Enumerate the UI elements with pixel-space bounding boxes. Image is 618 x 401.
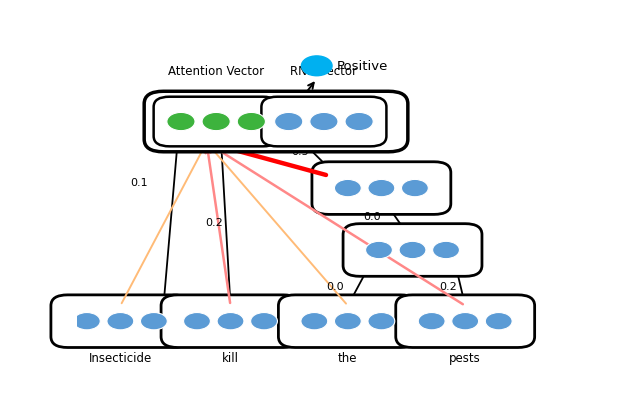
Text: Insecticide: Insecticide bbox=[89, 351, 152, 364]
Text: the: the bbox=[338, 351, 358, 364]
FancyBboxPatch shape bbox=[154, 97, 279, 147]
Circle shape bbox=[418, 313, 445, 330]
Circle shape bbox=[402, 180, 428, 197]
Circle shape bbox=[274, 113, 303, 131]
Circle shape bbox=[485, 313, 512, 330]
Text: 0.2: 0.2 bbox=[439, 282, 457, 292]
FancyBboxPatch shape bbox=[312, 162, 451, 215]
Circle shape bbox=[366, 242, 392, 259]
Circle shape bbox=[452, 313, 478, 330]
Circle shape bbox=[334, 313, 362, 330]
FancyBboxPatch shape bbox=[261, 97, 386, 147]
FancyBboxPatch shape bbox=[144, 92, 408, 152]
Circle shape bbox=[167, 113, 195, 131]
Circle shape bbox=[310, 113, 338, 131]
Circle shape bbox=[107, 313, 133, 330]
Circle shape bbox=[399, 242, 426, 259]
FancyBboxPatch shape bbox=[51, 295, 190, 348]
Text: 0.0: 0.0 bbox=[326, 282, 344, 292]
Circle shape bbox=[345, 113, 373, 131]
Circle shape bbox=[334, 180, 362, 197]
Text: 0.5: 0.5 bbox=[291, 147, 309, 156]
Circle shape bbox=[74, 313, 100, 330]
Text: RNN Vector: RNN Vector bbox=[290, 65, 357, 78]
Circle shape bbox=[368, 180, 395, 197]
Text: Positive: Positive bbox=[337, 60, 388, 73]
Circle shape bbox=[140, 313, 167, 330]
FancyBboxPatch shape bbox=[396, 295, 535, 348]
Circle shape bbox=[237, 113, 265, 131]
Text: kill: kill bbox=[222, 351, 239, 364]
Circle shape bbox=[302, 57, 332, 77]
Text: Attention Vector: Attention Vector bbox=[168, 65, 265, 78]
Text: 0.1: 0.1 bbox=[130, 178, 148, 187]
Text: 0.0: 0.0 bbox=[363, 211, 381, 221]
Text: pests: pests bbox=[449, 351, 481, 364]
Circle shape bbox=[251, 313, 277, 330]
Circle shape bbox=[301, 313, 328, 330]
FancyBboxPatch shape bbox=[343, 224, 482, 277]
Circle shape bbox=[217, 313, 244, 330]
FancyBboxPatch shape bbox=[161, 295, 300, 348]
FancyBboxPatch shape bbox=[278, 295, 417, 348]
Circle shape bbox=[368, 313, 395, 330]
Text: 0.2: 0.2 bbox=[205, 218, 222, 227]
Circle shape bbox=[202, 113, 231, 131]
Circle shape bbox=[184, 313, 210, 330]
Circle shape bbox=[433, 242, 459, 259]
